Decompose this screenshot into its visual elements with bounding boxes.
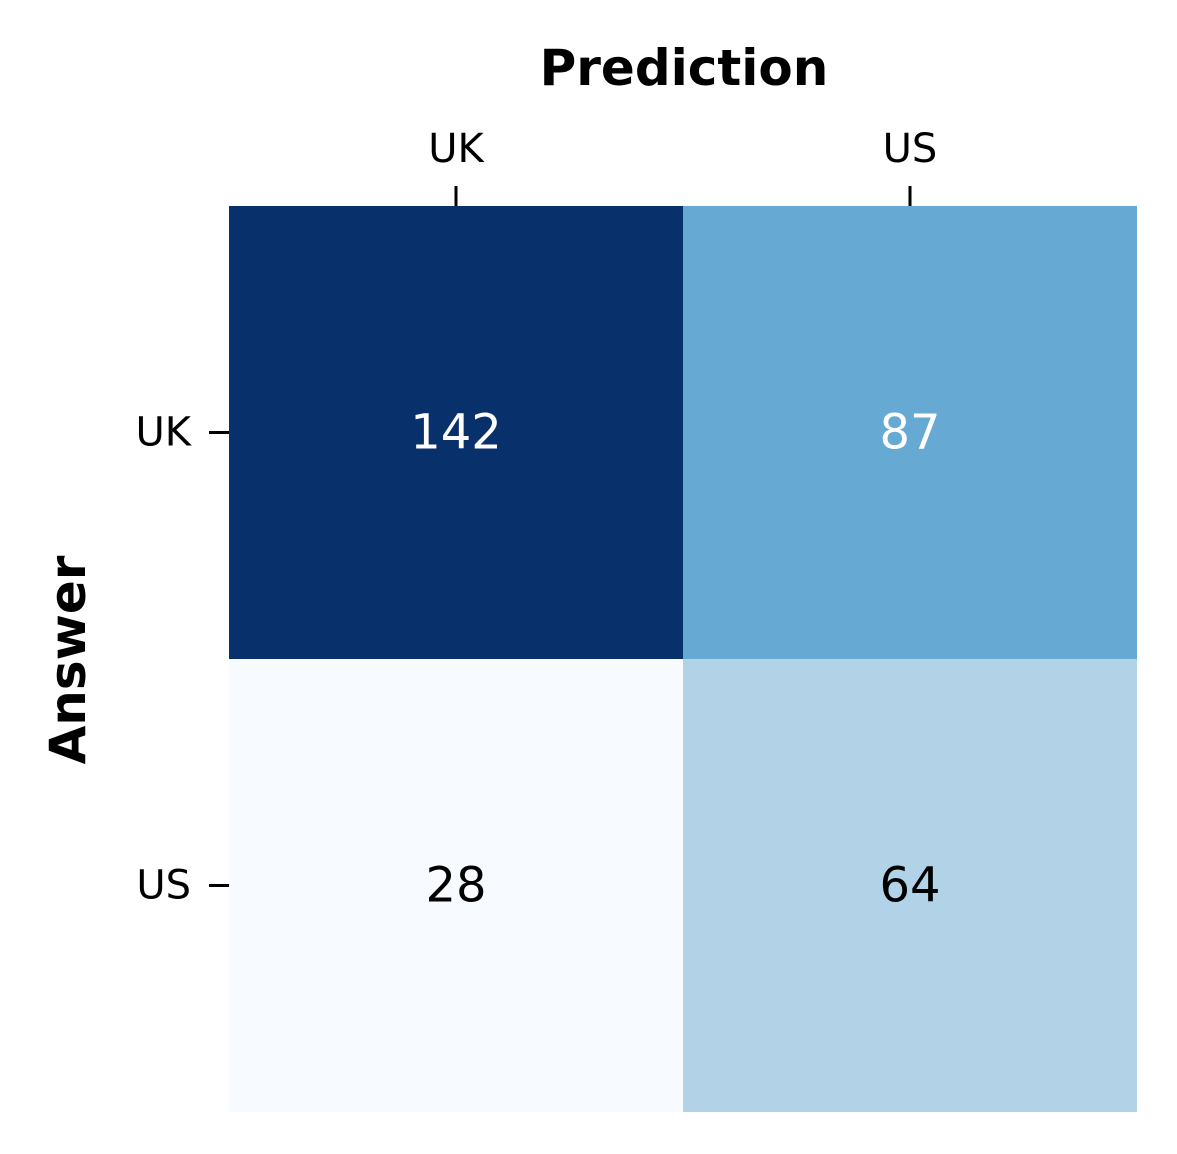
x-axis-title: Prediction bbox=[540, 39, 829, 97]
heatmap-cell bbox=[683, 659, 1137, 1112]
x-tick-label: US bbox=[883, 126, 938, 172]
cell-value-label: 28 bbox=[425, 858, 486, 914]
cell-value-label: 142 bbox=[410, 405, 502, 461]
heatmap-cell bbox=[229, 206, 683, 659]
heatmap-cells bbox=[229, 206, 1137, 1112]
x-axis-ticks: UK US bbox=[428, 126, 937, 206]
cell-value-label: 64 bbox=[879, 858, 940, 914]
x-tick-label: UK bbox=[428, 126, 485, 172]
heatmap-cell-labels: 142 87 28 64 bbox=[410, 405, 940, 914]
y-axis-title: Answer bbox=[39, 555, 97, 764]
y-tick-label: UK bbox=[135, 410, 192, 456]
y-tick-label: US bbox=[136, 863, 191, 909]
heatmap-cell bbox=[683, 206, 1137, 659]
heatmap-cell bbox=[229, 659, 683, 1112]
y-axis-ticks: UK US bbox=[135, 410, 229, 909]
cell-value-label: 87 bbox=[879, 405, 940, 461]
